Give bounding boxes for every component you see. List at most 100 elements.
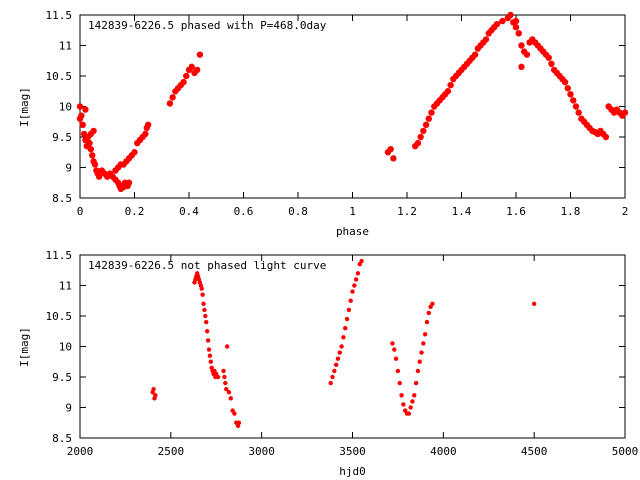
y-tick-label: 10.5 (46, 70, 73, 83)
y-tick-label: 11 (59, 40, 72, 53)
data-point (224, 344, 230, 349)
chart-title: 142839-6226.5 phased with P=468.0day (88, 19, 327, 32)
data-point (339, 344, 344, 349)
data-point (343, 326, 348, 331)
data-point (512, 24, 520, 31)
data-point (397, 380, 402, 386)
data-point (393, 356, 399, 361)
data-point (236, 420, 242, 425)
data-point (183, 72, 190, 80)
data-point (328, 380, 333, 386)
data-point (232, 411, 237, 416)
y-tick-label: 9.5 (52, 371, 72, 384)
data-point (471, 51, 479, 58)
data-point (545, 54, 552, 61)
data-point (341, 335, 346, 340)
data-point (523, 51, 531, 58)
x-tick-label: 2000 (67, 445, 94, 458)
data-point (575, 109, 582, 116)
x-tick-label: 0.2 (125, 205, 145, 218)
data-point (333, 362, 339, 367)
y-axis-label: I[mag] (18, 327, 31, 367)
data-point (82, 106, 89, 113)
data-point (203, 313, 208, 319)
data-point (215, 374, 221, 380)
unphased-light-curve-panel: 2000 2500 3000 3500 4000 4500 5000 8.5 9 9.5 10 10.… (18, 249, 638, 478)
data-point (180, 78, 187, 86)
data-point (387, 146, 394, 153)
data-point (493, 20, 501, 28)
y-tick-label: 10 (59, 341, 72, 354)
data-point (87, 146, 95, 153)
data-point (421, 341, 426, 346)
data-point (205, 338, 211, 343)
data-point (153, 393, 158, 398)
data-point (79, 121, 86, 128)
data-point (426, 310, 431, 316)
data-point (413, 380, 419, 386)
data-point (330, 374, 335, 380)
data-point (348, 298, 353, 303)
data-point (86, 139, 93, 147)
data-point (572, 103, 580, 110)
data-point (567, 91, 574, 98)
x-axis-label: phase (336, 225, 369, 238)
data-point (332, 368, 337, 374)
x-tick-label: 3000 (248, 445, 275, 458)
data-point (507, 11, 514, 19)
data-point (222, 374, 227, 380)
data-point (518, 42, 525, 49)
y-tick-label: 10 (59, 101, 72, 114)
x-tick-label: 1 (349, 205, 356, 218)
y-tick-label: 9 (65, 162, 72, 175)
phased-light-curve-panel: 0 0.2 0.4 0.6 0.8 1 1.2 1.4 1.6 1.8 2 8.5 9 9.5 10 10.5… (18, 9, 628, 238)
data-point (188, 63, 195, 71)
data-point (204, 319, 209, 325)
data-point (151, 387, 156, 392)
data-point (166, 100, 174, 107)
data-point (548, 60, 555, 67)
data-point (395, 368, 401, 374)
data-point (621, 109, 629, 116)
x-tick-label: 2 (622, 205, 629, 218)
data-point (337, 350, 342, 355)
data-point (78, 112, 85, 119)
data-point (564, 85, 571, 92)
x-tick-label: 1.6 (506, 205, 526, 218)
data-point (444, 88, 452, 95)
data-point (561, 78, 569, 86)
data-point (350, 289, 355, 294)
data-point (206, 347, 212, 352)
data-point (417, 359, 422, 364)
x-tick-label: 0.6 (234, 205, 254, 218)
data-point (228, 396, 233, 401)
data-point (359, 258, 364, 264)
data-point (346, 307, 352, 313)
x-tick-label: 1.2 (397, 205, 417, 218)
data-point (406, 411, 412, 416)
data-point (89, 152, 96, 159)
x-tick-label: 1.4 (452, 205, 472, 218)
y-tick-label: 9 (65, 402, 72, 415)
data-point (410, 399, 415, 404)
plot-frame (79, 14, 626, 199)
data-point (570, 97, 577, 104)
x-tick-label: 2500 (158, 445, 185, 458)
y-tick-label: 11.5 (46, 9, 73, 22)
data-point (425, 115, 432, 122)
data-point (221, 368, 226, 374)
data-point (335, 356, 341, 361)
data-point (196, 51, 204, 58)
x-tick-label: 0 (77, 205, 84, 218)
data-point (352, 283, 357, 288)
chart-title: 142839-6226.5 not phased light curve (88, 259, 326, 272)
y-tick-label: 8.5 (52, 432, 72, 445)
data-point (447, 81, 454, 89)
data-point (223, 380, 228, 386)
data-point (169, 94, 176, 101)
data-point (422, 121, 430, 128)
data-point (408, 405, 413, 410)
data-point (95, 173, 103, 180)
x-tick-label: 1.8 (561, 205, 581, 218)
